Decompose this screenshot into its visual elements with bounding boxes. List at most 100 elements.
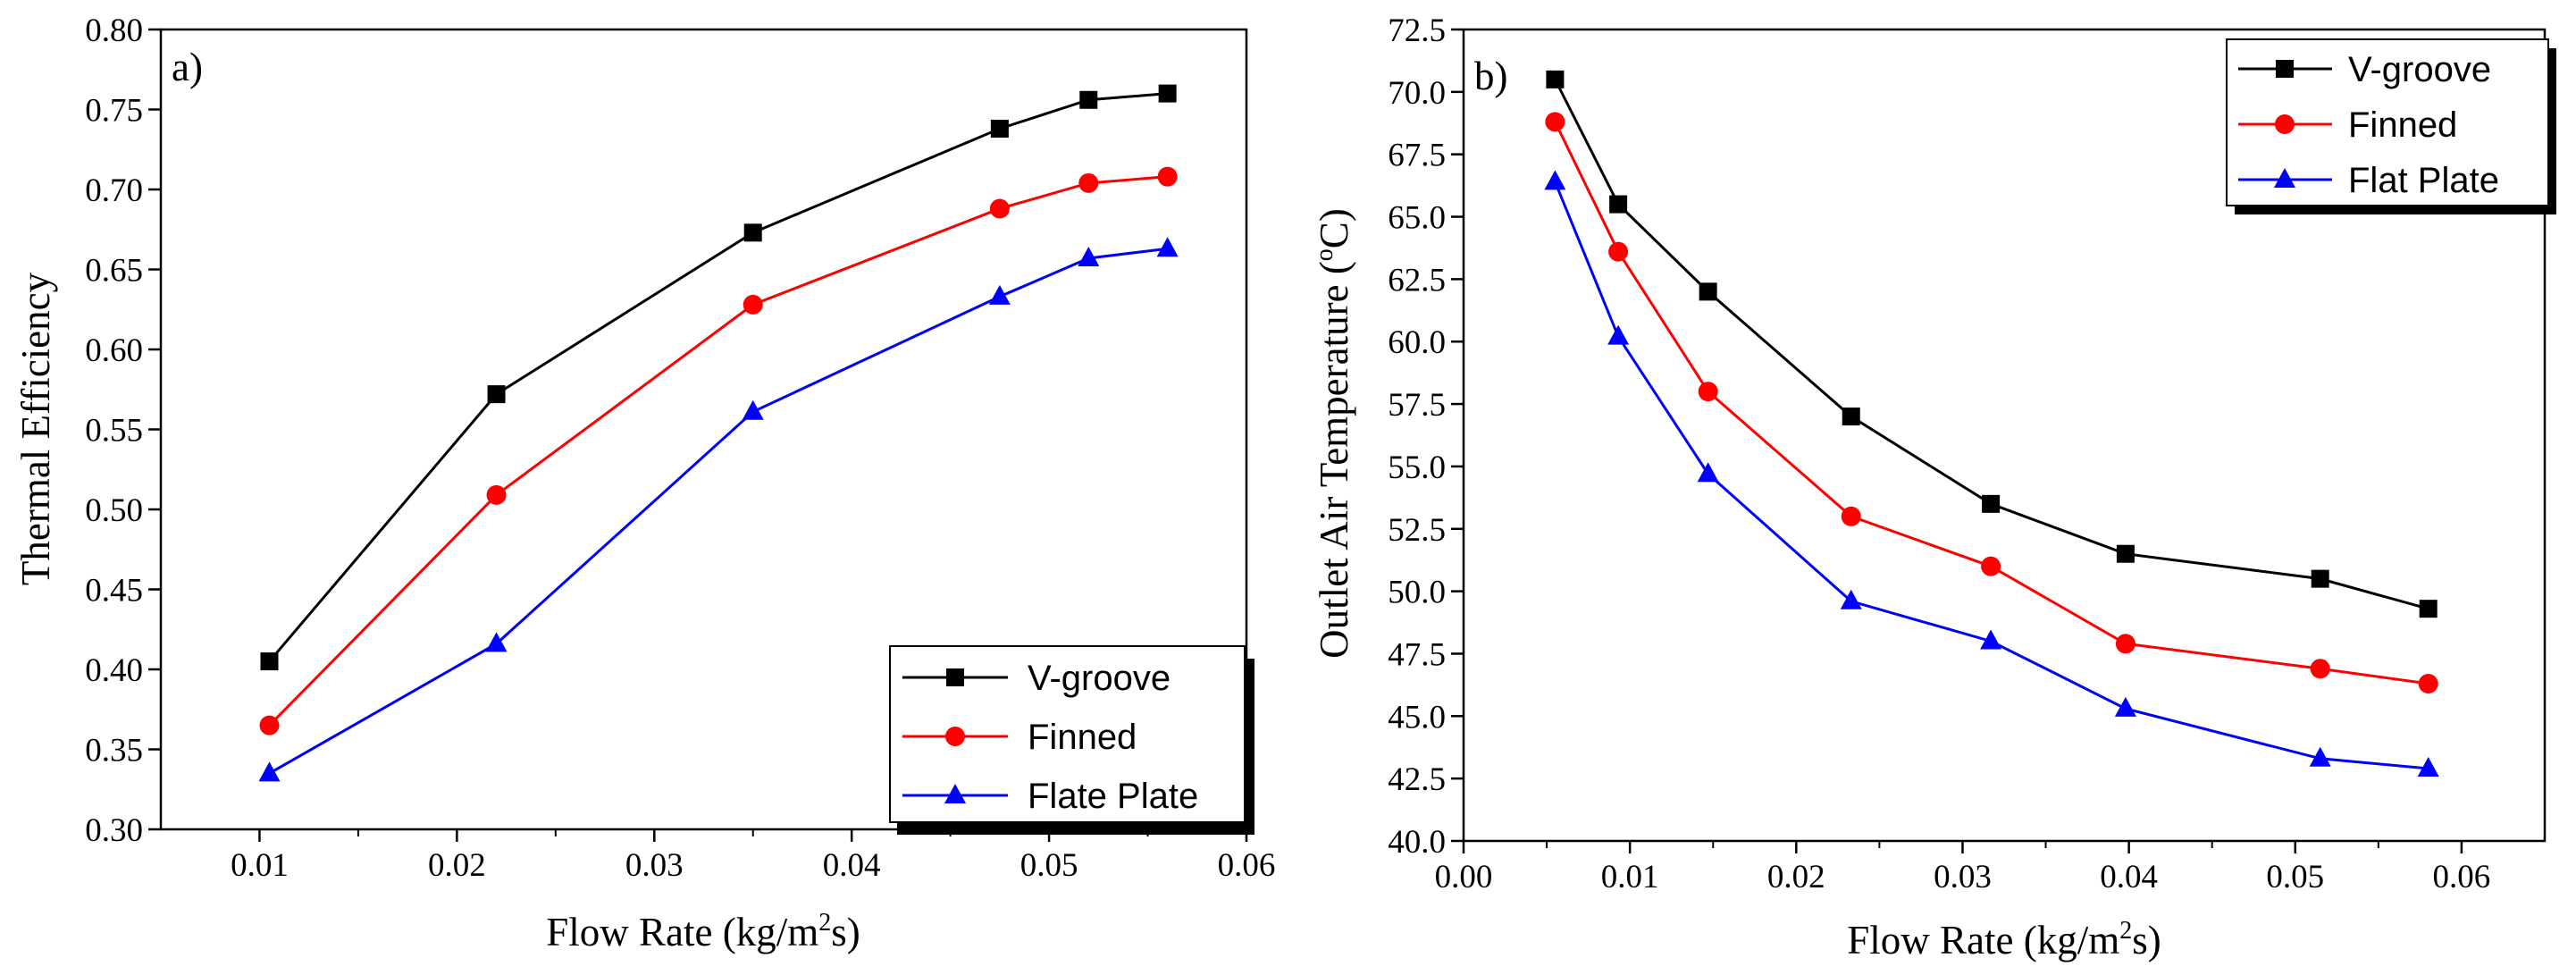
chart-b-data-point xyxy=(2309,746,2331,767)
chart-a-series-layer xyxy=(258,84,1179,782)
chart-a-x-tick-label: 0.03 xyxy=(625,847,684,884)
chart-b-x-tick-label: 0.04 xyxy=(2100,859,2158,895)
chart-a-y-tick-label: 0.30 xyxy=(85,812,143,849)
chart-a-x-tick-label: 0.01 xyxy=(231,847,289,884)
chart-b-legend-label: Finned xyxy=(2348,105,2457,145)
chart-a-data-point xyxy=(1078,172,1099,193)
chart-b-series-line xyxy=(1553,181,2429,770)
chart-b-data-point xyxy=(2114,696,2136,717)
chart-b-data-point xyxy=(1982,494,2001,513)
chart-b-y-axis-title-tail: C) xyxy=(1312,208,1356,248)
chart-a-data-point xyxy=(988,284,1011,305)
chart-a-series-line xyxy=(268,175,1168,727)
chart-b-y-tick-label: 65.0 xyxy=(1388,200,1446,237)
chart-b-data-point xyxy=(1842,408,1860,426)
chart-a-legend-marker xyxy=(945,727,965,746)
chart-b-series-line xyxy=(1554,79,2429,610)
chart-b-x-tick-label: 0.03 xyxy=(1934,859,1992,895)
chart-a-legend-marker xyxy=(944,784,966,803)
chart-a: 0.01 0.02 0.03 0.04 0.05 0.06 0.30 0.35 0.40 0.45… xyxy=(13,13,1275,954)
chart-b-x-axis-title-tail: s) xyxy=(2132,918,2161,962)
chart-b-y-tick-label: 40.0 xyxy=(1388,824,1446,861)
chart-b-data-point xyxy=(1609,195,1628,214)
chart-a-data-point xyxy=(1157,166,1178,187)
chart-b-y-tick-label: 57.5 xyxy=(1388,387,1446,424)
chart-b-data-point xyxy=(2115,634,2135,654)
chart-a-x-axis-title-tail: s) xyxy=(831,910,860,954)
chart-a-y-tick-label: 0.75 xyxy=(85,93,143,130)
chart-b-y-tick-label: 50.0 xyxy=(1388,575,1446,611)
chart-a-y-tick-label: 0.70 xyxy=(85,172,143,209)
chart-b-series-line xyxy=(1554,121,2429,685)
chart-b-y-tick-label: 72.5 xyxy=(1388,13,1446,49)
chart-a-x-tick-label: 0.04 xyxy=(823,847,881,884)
chart-a-y-tick-label: 0.40 xyxy=(85,652,143,689)
chart-a-x-axis-title: Flow Rate (kg/m2s) xyxy=(546,909,860,954)
chart-b-series-layer xyxy=(1544,70,2439,777)
chart-a-data-point xyxy=(1079,90,1098,109)
chart-b-legend-marker xyxy=(2275,114,2295,134)
chart-a-legend-entries: V-groove Finned Flate Plate xyxy=(902,659,1198,816)
chart-a-x-axis-title-sup: 2 xyxy=(818,909,831,937)
chart-b-legend-label: V-groove xyxy=(2348,50,2491,89)
chart-a-data-point xyxy=(259,715,280,735)
chart-b-data-point xyxy=(2310,659,2330,679)
chart-b-x-tick-label: 0.01 xyxy=(1601,859,1659,895)
chart-b-data-point xyxy=(1697,462,1719,483)
chart-b-y-tick-label: 55.0 xyxy=(1388,450,1446,486)
chart-b-y-tick-label: 52.5 xyxy=(1388,512,1446,549)
chart-b-data-point xyxy=(1698,382,1718,402)
chart-a-x-tick-label: 0.05 xyxy=(1020,847,1078,884)
chart-a-data-point xyxy=(258,761,281,782)
chart-b-data-point xyxy=(1607,324,1630,345)
chart-b-y-axis-title: Outlet Air Temperature (oC) xyxy=(1311,208,1356,659)
chart-b-data-point xyxy=(1545,112,1565,132)
chart-a-y-tick-label: 0.65 xyxy=(85,253,143,290)
chart-b: 0.00 0.01 0.02 0.03 0.04 0.05 0.06 40.0 42.5 45.0… xyxy=(1311,13,2556,962)
chart-a-data-point xyxy=(260,652,279,671)
chart-b-panel-label: b) xyxy=(1474,54,1508,98)
chart-b-x-axis-title-main: Flow Rate (kg/m xyxy=(1847,918,2119,962)
chart-a-y-tick-label: 0.60 xyxy=(85,332,143,369)
chart-b-legend-marker xyxy=(2276,60,2294,78)
chart-b-y-tick-label: 45.0 xyxy=(1388,699,1446,735)
chart-a-y-tick-label: 0.80 xyxy=(85,13,143,49)
chart-a-y-tick-label: 0.45 xyxy=(85,573,143,609)
chart-b-y-tick-label: 70.0 xyxy=(1388,75,1446,112)
chart-b-data-point xyxy=(2116,544,2135,563)
chart-a-legend-marker xyxy=(946,668,964,686)
chart-b-data-point xyxy=(1544,170,1566,190)
chart-b-data-point xyxy=(2418,673,2438,693)
chart-b-data-point xyxy=(1840,589,1862,609)
chart-a-data-point xyxy=(990,119,1009,138)
chart-b-data-point xyxy=(2417,756,2439,777)
chart-a-x-tick-label: 0.02 xyxy=(428,847,486,884)
chart-b-data-point xyxy=(2419,600,2438,618)
chart-a-data-point xyxy=(1078,246,1100,266)
chart-a-legend-label: Flate Plate xyxy=(1028,777,1198,816)
chart-a-y-axis-title: Thermal Efficiency xyxy=(13,272,58,585)
chart-a-series-line xyxy=(268,247,1168,775)
chart-a-legend: V-groove Finned Flate Plate xyxy=(889,645,1254,835)
chart-b-y-tick-label: 60.0 xyxy=(1388,324,1446,361)
chart-b-x-tick-label: 0.02 xyxy=(1767,859,1825,895)
chart-a-data-point xyxy=(989,198,1010,219)
chart-b-data-point xyxy=(1546,70,1565,88)
chart-b-ticks: 0.00 0.01 0.02 0.03 0.04 0.05 0.06 40.0 42.5 45.0… xyxy=(1388,13,2490,895)
chart-a-data-point xyxy=(1156,237,1179,257)
chart-b-data-point xyxy=(1841,506,1861,526)
chart-a-y-tick-label: 0.50 xyxy=(85,492,143,529)
chart-b-data-point xyxy=(1980,629,2002,650)
chart-b-data-point xyxy=(2311,569,2329,588)
chart-a-x-tick-label: 0.06 xyxy=(1218,847,1276,884)
chart-b-y-tick-label: 62.5 xyxy=(1388,262,1446,298)
chart-b-y-tick-label: 42.5 xyxy=(1388,761,1446,798)
chart-a-data-point xyxy=(743,223,762,242)
chart-a-y-tick-label: 0.55 xyxy=(85,413,143,450)
chart-a-data-point xyxy=(1158,84,1177,103)
chart-b-data-point xyxy=(1981,556,2001,576)
chart-b-legend: V-groove Finned Flat Plate xyxy=(2226,38,2556,214)
chart-b-legend-entries: V-groove Finned Flat Plate xyxy=(2238,50,2499,200)
chart-b-y-tick-label: 67.5 xyxy=(1388,138,1446,174)
